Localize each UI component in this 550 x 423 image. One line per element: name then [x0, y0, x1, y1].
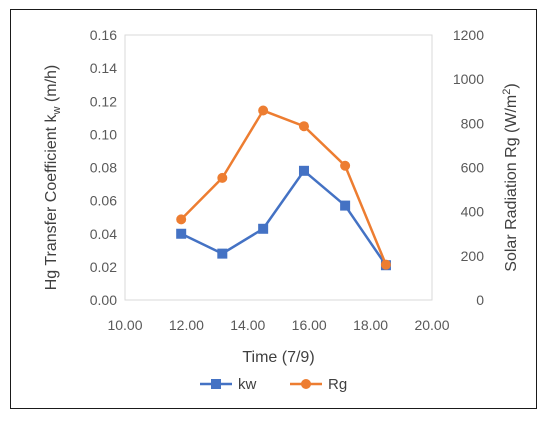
- y-left-tick-label: 0.10: [90, 126, 117, 142]
- y-axis-right-title: Solar Radiation Rg (W/m2): [501, 83, 520, 271]
- y-axis-left-title: Hg Transfer Coefficient kw (m/h): [43, 65, 63, 291]
- x-tick-label: 14.00: [230, 317, 265, 333]
- y-axis-left-title-unit: (m/h): [43, 65, 60, 107]
- y-right-tick-label: 800: [461, 115, 485, 131]
- data-point-kw: [298, 165, 309, 176]
- x-axis-ticks: 10.00 12.00 14.00 16.00 18.00 20.00: [107, 317, 449, 333]
- data-point-rg: [298, 121, 309, 132]
- legend-item-rg: Rg: [290, 376, 347, 393]
- data-point-kw: [258, 223, 269, 234]
- data-point-rg: [380, 259, 391, 270]
- data-point-rg: [217, 172, 228, 183]
- y-left-tick-label: 0.08: [90, 160, 117, 176]
- y-axis-left-title-subscript: w: [51, 106, 63, 115]
- y-left-tick-label: 0.16: [90, 27, 117, 43]
- x-tick-label: 12.00: [169, 317, 204, 333]
- legend-kw-marker: [211, 379, 221, 389]
- y-left-tick-label: 0.02: [90, 259, 117, 275]
- y-right-tick-label: 200: [461, 248, 485, 264]
- y-left-tick-label: 0.14: [90, 60, 117, 76]
- legend-item-kw: kw: [200, 376, 257, 393]
- y-axis-left-title-main: Hg Transfer Coefficient k: [43, 113, 60, 290]
- series-line-kw: [180, 168, 387, 266]
- x-tick-label: 20.00: [414, 317, 449, 333]
- y-axis-right-title-end: ): [503, 83, 520, 88]
- y-axis-left-ticks: 0.00 0.02 0.04 0.06 0.08 0.10 0.12 0.14 0.16: [90, 27, 117, 308]
- data-point-rg: [340, 160, 351, 171]
- y-right-tick-label: 0: [476, 292, 484, 308]
- data-point-kw: [176, 228, 187, 239]
- series-line-rg: [180, 108, 388, 266]
- legend-rg-label: Rg: [328, 376, 347, 393]
- legend-rg-marker: [301, 379, 311, 389]
- series-layer: [176, 105, 391, 271]
- data-point-kw: [340, 200, 351, 211]
- y-right-tick-label: 400: [461, 204, 485, 220]
- y-left-tick-label: 0.06: [90, 193, 117, 209]
- y-axis-right-title-main: Solar Radiation Rg (W/m: [503, 95, 520, 272]
- x-tick-label: 16.00: [292, 317, 327, 333]
- y-right-tick-label: 600: [461, 160, 485, 176]
- y-left-tick-label: 0.00: [90, 292, 117, 308]
- legend: kw Rg: [200, 376, 347, 393]
- x-tick-label: 10.00: [107, 317, 142, 333]
- y-right-tick-label: 1200: [453, 27, 484, 43]
- y-axis-right-title-superscript: 2: [501, 89, 513, 95]
- plot-area: [124, 34, 433, 301]
- y-axis-right-ticks: 0 200 400 600 800 1000 1200: [453, 27, 484, 308]
- x-tick-label: 18.00: [353, 317, 388, 333]
- data-point-rg: [176, 214, 187, 225]
- y-left-tick-label: 0.04: [90, 226, 117, 242]
- data-point-kw: [217, 248, 228, 259]
- plot-border: [124, 34, 433, 301]
- data-point-rg: [258, 105, 269, 116]
- y-left-tick-label: 0.12: [90, 93, 117, 109]
- y-right-tick-label: 1000: [453, 71, 484, 87]
- legend-kw-label: kw: [238, 376, 257, 393]
- chart-frame: [10, 9, 537, 409]
- x-axis-title: Time (7/9): [242, 349, 314, 366]
